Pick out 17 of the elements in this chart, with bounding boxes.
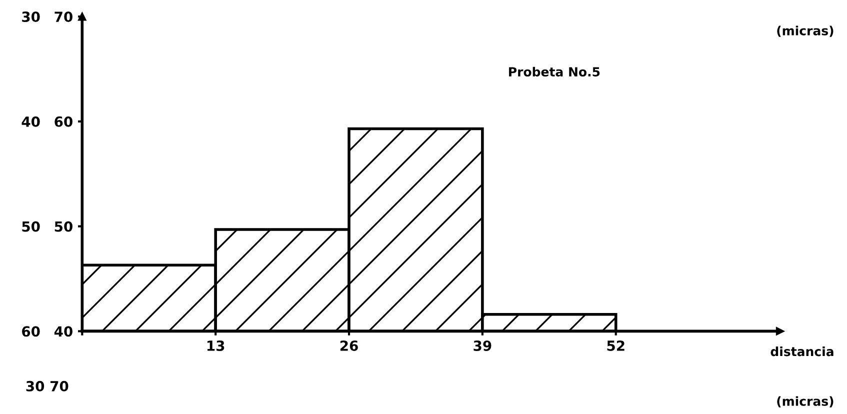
x-tick-label: 52 [607,340,624,351]
y2-tick-label: 40 [22,116,40,127]
x-tick-label: 26 [340,340,358,351]
y2-tick-label: 30 [22,12,40,22]
x-tick-label: 39 [474,340,492,351]
y-tick-label: 40 [54,326,72,337]
text: (micras) [777,396,834,408]
y2-tick-label: 50 [22,221,40,232]
y-tick-label: 70 [54,12,72,22]
text: Probeta No.5 [509,66,600,77]
text: 30 70 [26,380,68,392]
y2-tick-label: 60 [22,326,40,337]
y-axis-title: (micras) [777,26,834,37]
x-tick-label: 13 [207,340,224,351]
y-tick-label: 60 [54,116,72,127]
x-axis-title: distancia [770,346,834,356]
y-tick-label: 50 [54,221,72,232]
